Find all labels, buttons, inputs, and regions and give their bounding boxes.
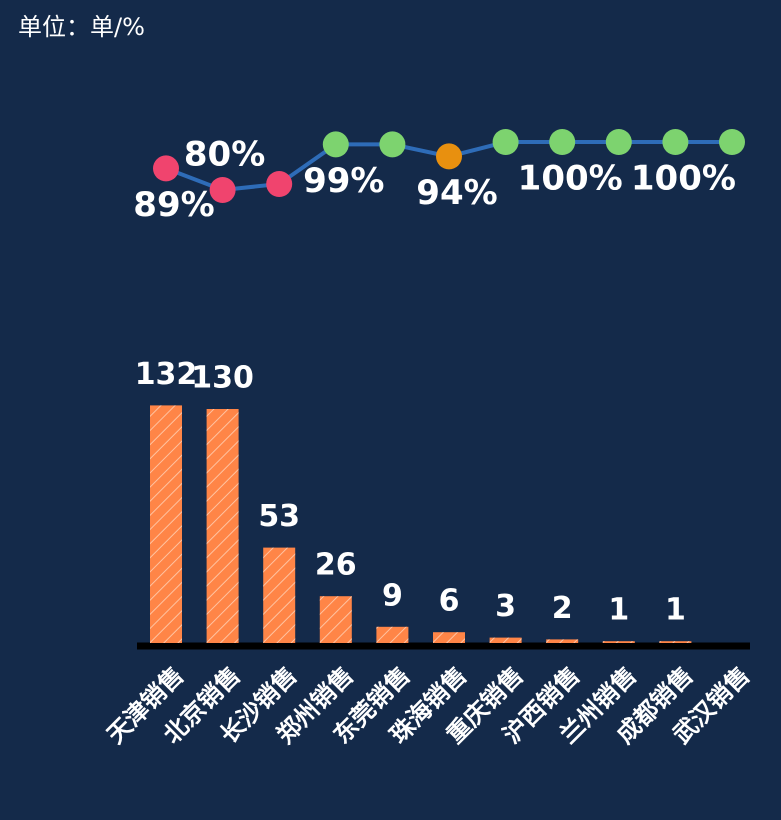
bar-hatch <box>433 632 465 643</box>
line-point <box>379 131 406 158</box>
line-value-label: 89% <box>133 185 214 225</box>
line-point <box>605 129 632 155</box>
bar-hatch <box>602 641 635 643</box>
line-point <box>662 129 689 155</box>
bar-value-label: 1 <box>608 593 629 628</box>
bar-value-label: 53 <box>258 499 300 534</box>
bar-value-label: 1 <box>665 593 686 628</box>
line-point <box>549 129 576 155</box>
bar-hatch <box>263 547 296 643</box>
bar-value-label: 2 <box>552 591 573 626</box>
bar-hatch <box>319 596 352 643</box>
line-point <box>322 131 349 158</box>
line-point <box>436 143 462 170</box>
bar-hatch <box>376 626 409 643</box>
line-point <box>719 129 745 155</box>
chart-title: 单位：单/% <box>18 13 145 41</box>
bar-value-label: 132 <box>135 357 198 392</box>
line-value-label: 99% <box>303 161 384 201</box>
line-value-label: 80% <box>184 135 265 175</box>
bar-hatch <box>489 637 522 643</box>
bar-hatch <box>150 405 182 643</box>
bar-hatch <box>659 641 692 643</box>
line-value-label: 100% <box>518 159 623 199</box>
line-point <box>492 129 519 155</box>
line-point <box>153 155 179 182</box>
bar-hatch <box>546 639 579 643</box>
bar-value-label: 130 <box>191 361 254 396</box>
bar-value-label: 3 <box>495 589 516 624</box>
line-point <box>266 171 293 197</box>
bar-hatch <box>206 409 239 643</box>
bar-value-label: 6 <box>439 584 460 619</box>
bar-value-label: 26 <box>315 548 357 583</box>
line-value-label: 100% <box>631 159 736 199</box>
line-point <box>209 177 236 203</box>
line-value-label: 94% <box>416 173 497 213</box>
bar-value-label: 9 <box>382 578 403 613</box>
